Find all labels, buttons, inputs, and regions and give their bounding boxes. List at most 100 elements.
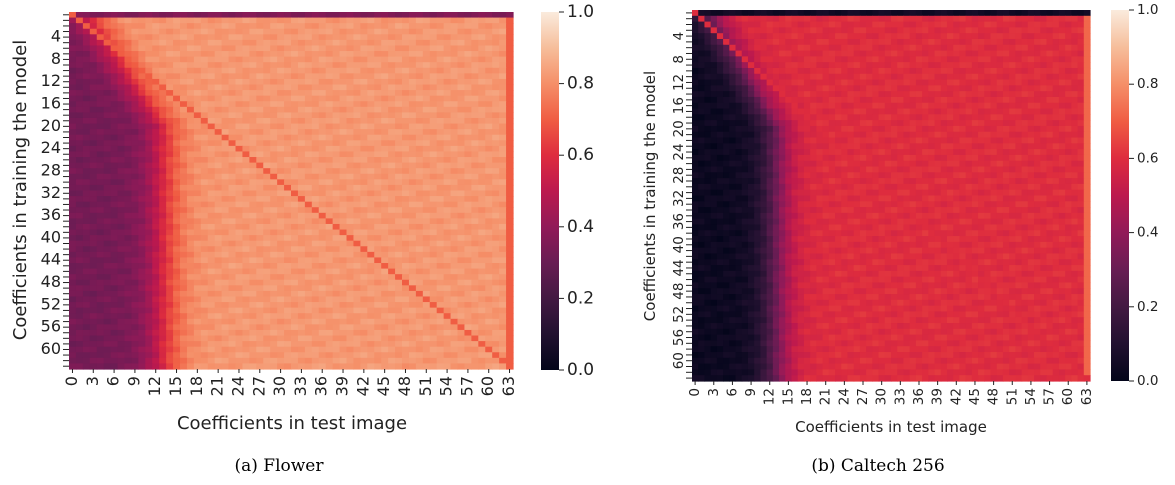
heatmap-cell (367, 201, 375, 208)
heatmap-cell (485, 190, 493, 197)
heatmap-cell (934, 50, 942, 57)
heatmap-cell (485, 352, 493, 359)
heatmap-cell (110, 246, 119, 253)
heatmap-cell (152, 279, 160, 286)
heatmap-cell (339, 28, 348, 35)
heatmap-cell (207, 106, 216, 114)
heatmap-cell (193, 212, 202, 219)
heatmap-cell (89, 95, 98, 102)
heatmap-cell (422, 173, 431, 180)
heatmap-cell (346, 346, 355, 353)
heatmap-cell (710, 10, 718, 17)
heatmap-cell (429, 251, 438, 259)
heatmap-cell (422, 34, 431, 41)
heatmap-cell (69, 335, 77, 342)
heatmap-cell (297, 12, 306, 19)
heatmap-cell (1034, 15, 1041, 23)
heatmap-cell (311, 34, 320, 41)
heatmap-cell (69, 67, 77, 74)
heatmap-cell (131, 151, 139, 158)
heatmap-cell (311, 279, 320, 286)
heatmap-cell (200, 346, 209, 353)
heatmap-cell (381, 296, 389, 303)
heatmap-cell (318, 318, 327, 325)
heatmap-cell (360, 223, 368, 231)
heatmap-cell (297, 39, 306, 47)
heatmap-cell (311, 357, 320, 365)
heatmap-cell (291, 196, 299, 203)
heatmap-cell (339, 363, 348, 370)
heatmap-cell (841, 21, 849, 28)
heatmap-cell (297, 302, 306, 309)
heatmap-cell (277, 179, 285, 186)
heatmap-cell (346, 307, 355, 314)
heatmap-cell (186, 352, 195, 359)
heatmap-cell (124, 235, 133, 242)
heatmap-cell (124, 140, 133, 147)
heatmap-cell (464, 23, 472, 30)
heatmap-cell (200, 168, 209, 175)
heatmap-cell (485, 268, 493, 275)
heatmap-cell (207, 190, 216, 197)
heatmap-cell (360, 56, 368, 63)
heatmap-cell (291, 363, 299, 370)
heatmap-cell (388, 78, 396, 86)
heatmap-cell (388, 279, 396, 286)
heatmap-cell (159, 285, 167, 292)
heatmap-cell (506, 274, 514, 281)
heatmap-cell (159, 263, 167, 270)
heatmap-cell (318, 257, 327, 264)
heatmap-cell (152, 179, 160, 186)
heatmap-cell (367, 168, 375, 175)
heatmap-cell (785, 21, 793, 28)
heatmap-cell (110, 240, 119, 247)
heatmap-cell (360, 352, 368, 359)
heatmap-cell (249, 179, 257, 186)
heatmap-cell (388, 318, 396, 325)
heatmap-cell (311, 329, 320, 337)
heatmap-cell (96, 257, 105, 264)
heatmap-cell (89, 117, 98, 125)
heatmap-cell (436, 329, 445, 337)
heatmap-cell (152, 162, 160, 169)
heatmap-cell (754, 21, 762, 28)
heatmap-cell (159, 117, 167, 125)
heatmap-cell (242, 106, 250, 114)
heatmap-cell (395, 313, 403, 320)
heatmap-cell (277, 84, 285, 91)
heatmap-cell (291, 145, 299, 153)
heatmap-cell (339, 240, 348, 247)
heatmap-cell (760, 27, 768, 34)
heatmap-cell (381, 324, 389, 331)
heatmap-cell (318, 34, 327, 41)
heatmap-cell (263, 184, 271, 192)
heatmap-cell (186, 90, 195, 97)
heatmap-cell (903, 44, 911, 52)
heatmap-cell (186, 151, 195, 158)
heatmap-cell (186, 279, 195, 286)
heatmap-cell (89, 246, 98, 253)
heatmap-cell (180, 302, 188, 309)
heatmap-cell (228, 117, 237, 125)
heatmap-cell (388, 179, 396, 186)
heatmap-cell (915, 44, 923, 52)
heatmap-cell (193, 56, 202, 63)
heatmap-cell (311, 324, 320, 331)
heatmap-cell (89, 335, 98, 342)
heatmap-cell (228, 324, 237, 331)
heatmap-cell (145, 246, 153, 253)
heatmap-cell (277, 302, 285, 309)
heatmap-cell (346, 28, 355, 35)
heatmap-cell (277, 112, 285, 119)
heatmap-cell (263, 263, 271, 270)
heatmap-cell (381, 184, 389, 192)
heatmap-cell (353, 196, 361, 203)
heatmap-cell (853, 33, 861, 40)
heatmap-cell (374, 263, 382, 270)
heatmap-cell (429, 307, 438, 314)
heatmap-cell (318, 263, 327, 270)
heatmap-cell (415, 335, 424, 342)
heatmap-cell (922, 38, 929, 46)
heatmap-cell (138, 101, 146, 108)
heatmap-cell (1083, 15, 1091, 23)
